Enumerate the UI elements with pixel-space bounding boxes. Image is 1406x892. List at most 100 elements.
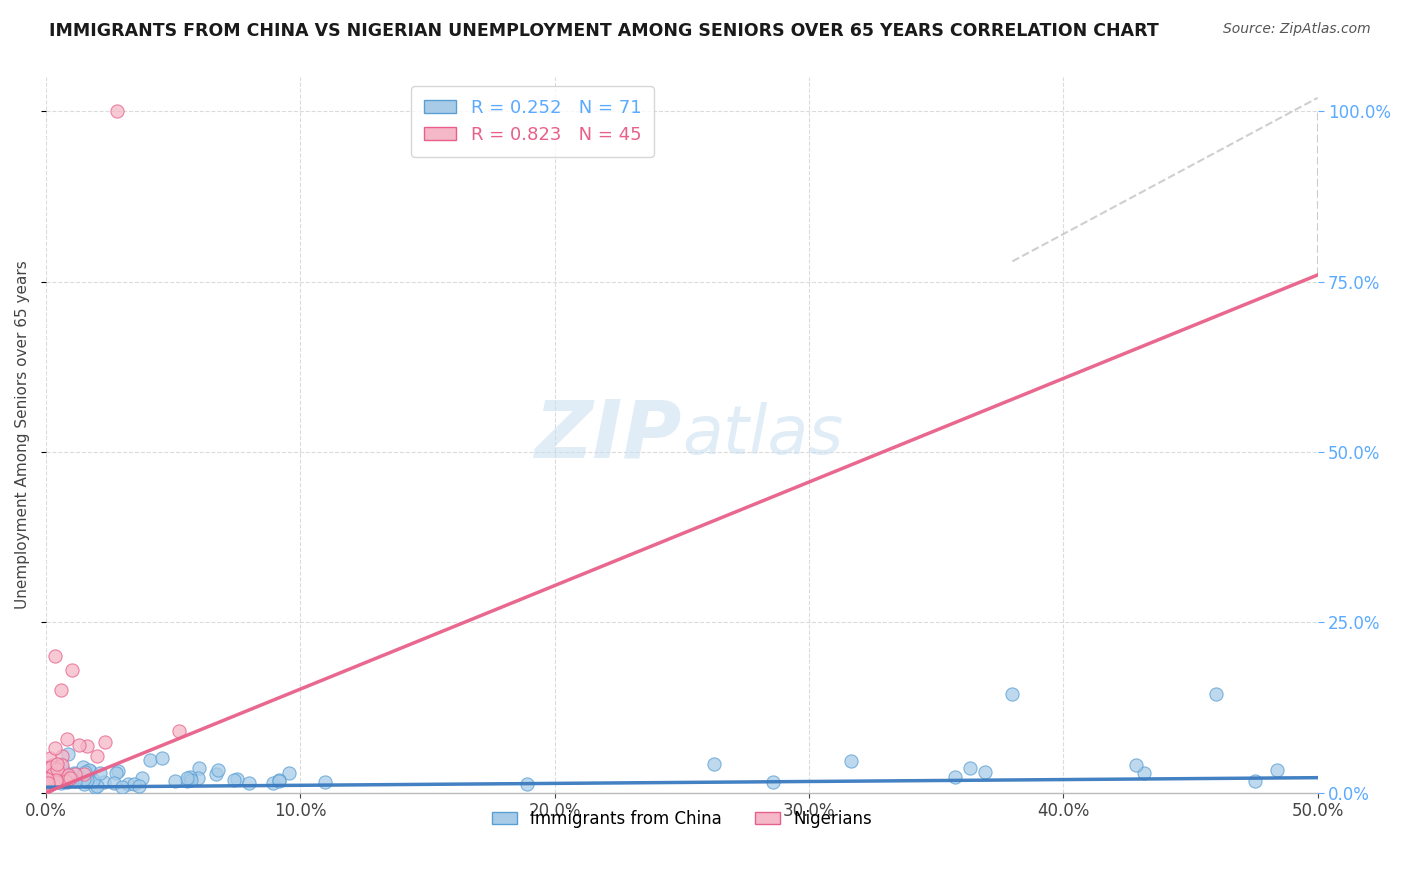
Point <box>38 772 60 787</box>
Point <box>55 770 77 784</box>
Point <box>105 104 128 119</box>
Point <box>959 761 981 775</box>
Point <box>48 766 70 780</box>
Point <box>39 772 62 787</box>
Point <box>58 767 80 781</box>
Point <box>225 772 247 786</box>
Point <box>94 735 117 749</box>
Point <box>63 766 86 780</box>
Point <box>56 747 79 761</box>
Point <box>86 749 108 764</box>
Point <box>89 765 111 780</box>
Point <box>41 758 63 772</box>
Point <box>37 777 59 791</box>
Point <box>107 764 129 778</box>
Point <box>37 779 59 793</box>
Point <box>39 766 62 780</box>
Point <box>82 773 104 788</box>
Point <box>314 774 336 789</box>
Point <box>76 773 98 788</box>
Point <box>122 777 145 791</box>
Point <box>167 724 190 739</box>
Point <box>59 772 82 786</box>
Point <box>117 777 139 791</box>
Point <box>59 771 82 785</box>
Text: atlas: atlas <box>682 402 844 468</box>
Point <box>111 780 134 794</box>
Point <box>39 772 62 787</box>
Point <box>73 777 96 791</box>
Point <box>63 767 86 781</box>
Point <box>39 777 62 791</box>
Point <box>56 731 79 746</box>
Point <box>79 764 101 779</box>
Point <box>72 759 94 773</box>
Legend: Immigrants from China, Nigerians: Immigrants from China, Nigerians <box>485 803 879 834</box>
Point <box>41 770 63 784</box>
Point <box>73 766 96 780</box>
Point <box>762 775 785 789</box>
Point <box>45 757 67 772</box>
Point <box>79 773 101 788</box>
Point <box>1125 758 1147 772</box>
Point <box>37 760 59 774</box>
Point <box>84 780 107 794</box>
Point <box>51 757 73 772</box>
Point <box>187 761 209 775</box>
Point <box>51 683 73 698</box>
Point <box>65 770 87 784</box>
Point <box>42 766 65 780</box>
Point <box>138 753 160 767</box>
Point <box>516 776 538 790</box>
Point <box>65 772 87 786</box>
Point <box>1205 687 1227 701</box>
Point <box>52 763 75 777</box>
Point <box>974 765 997 780</box>
Point <box>205 767 228 781</box>
Point <box>176 771 198 785</box>
Point <box>105 766 128 780</box>
Point <box>1133 765 1156 780</box>
Point <box>48 765 70 780</box>
Point <box>51 749 73 764</box>
Point <box>42 760 65 774</box>
Point <box>943 770 966 784</box>
Y-axis label: Unemployment Among Seniors over 65 years: Unemployment Among Seniors over 65 years <box>15 260 30 609</box>
Point <box>262 776 284 790</box>
Point <box>238 776 260 790</box>
Point <box>44 649 66 664</box>
Point <box>277 765 299 780</box>
Point <box>73 772 96 786</box>
Point <box>1243 774 1265 789</box>
Point <box>44 774 66 789</box>
Point <box>76 739 98 753</box>
Point <box>39 760 62 774</box>
Point <box>75 773 97 788</box>
Point <box>49 756 72 771</box>
Point <box>163 773 186 788</box>
Point <box>65 774 87 789</box>
Point <box>38 751 60 765</box>
Point <box>42 769 65 783</box>
Point <box>131 771 153 785</box>
Point <box>150 750 173 764</box>
Point <box>222 772 245 787</box>
Text: IMMIGRANTS FROM CHINA VS NIGERIAN UNEMPLOYMENT AMONG SENIORS OVER 65 YEARS CORRE: IMMIGRANTS FROM CHINA VS NIGERIAN UNEMPL… <box>49 22 1159 40</box>
Point <box>1267 764 1289 778</box>
Point <box>187 771 209 785</box>
Point <box>46 763 69 777</box>
Point <box>179 770 201 784</box>
Point <box>39 775 62 789</box>
Point <box>41 776 63 790</box>
Text: ZIP: ZIP <box>534 396 682 474</box>
Point <box>93 775 115 789</box>
Point <box>103 775 125 789</box>
Point <box>44 773 66 788</box>
Point <box>839 755 862 769</box>
Point <box>176 773 198 788</box>
Point <box>55 773 77 788</box>
Point <box>1001 687 1024 701</box>
Point <box>51 776 73 790</box>
Point <box>62 765 84 780</box>
Point <box>45 772 67 787</box>
